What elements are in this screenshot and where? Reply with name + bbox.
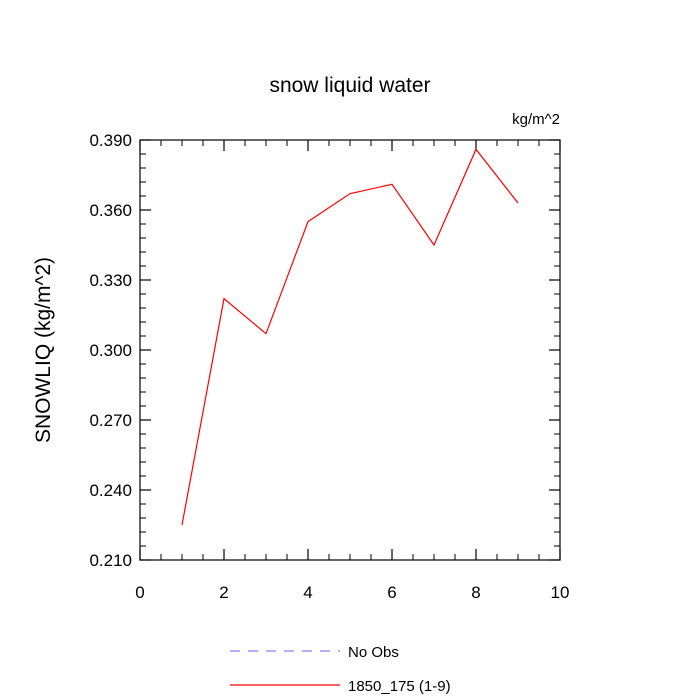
y-tick-label: 0.300 <box>89 341 132 360</box>
y-tick-label: 0.330 <box>89 271 132 290</box>
y-tick-label: 0.390 <box>89 131 132 150</box>
y-tick-label: 0.210 <box>89 551 132 570</box>
axis-ticks <box>139 139 561 561</box>
y-tick-label: 0.270 <box>89 411 132 430</box>
plot-frame <box>139 139 561 561</box>
series-line <box>181 148 519 526</box>
chart-title: snow liquid water <box>269 74 430 97</box>
units-label: kg/m^2 <box>512 111 560 128</box>
x-tick-label: 6 <box>387 583 396 602</box>
x-tick-label: 4 <box>303 583 312 602</box>
legend: No Obs 1850_175 (1-9) <box>230 644 451 695</box>
y-tick-label: 0.360 <box>89 201 132 220</box>
x-tick-label: 8 <box>471 583 480 602</box>
series-layer <box>181 148 519 526</box>
tick-labels: 0 2 4 6 8 10 0.210 0.240 0.270 0.300 0.330 0.360 0.3… <box>89 131 569 602</box>
legend-label: 1850_175 (1-9) <box>348 678 451 695</box>
x-tick-label: 0 <box>135 583 144 602</box>
y-tick-label: 0.240 <box>89 481 132 500</box>
legend-label: No Obs <box>348 644 399 661</box>
x-tick-label: 2 <box>219 583 228 602</box>
y-axis-label: SNOWLIQ (kg/m^2) <box>32 257 55 443</box>
x-tick-label: 10 <box>551 583 570 602</box>
